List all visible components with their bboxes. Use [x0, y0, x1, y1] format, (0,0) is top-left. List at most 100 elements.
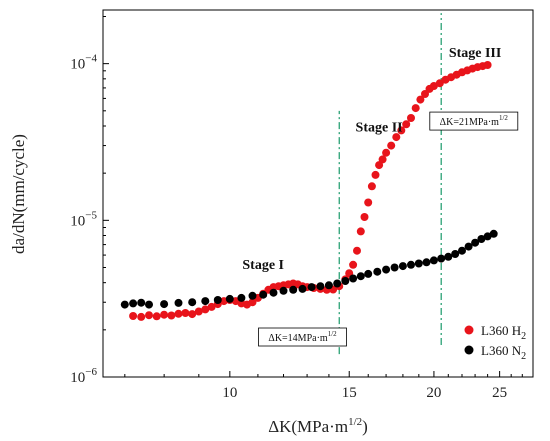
x-tick-label: 25	[492, 385, 507, 401]
data-point-s2-35	[444, 252, 453, 261]
axis-ticks: 10 15 20 25 10−6 10−5 10−4	[70, 15, 523, 401]
data-point-s1-53	[411, 104, 420, 113]
data-point-s1-48	[387, 141, 396, 150]
x-tick-label: 10	[222, 385, 237, 401]
annotation-box	[429, 111, 519, 131]
data-point-s2-5	[160, 300, 169, 309]
data-point-s1-7	[174, 309, 183, 318]
data-point-s1-12	[207, 302, 216, 311]
data-point-s1-1	[129, 312, 138, 320]
data-point-s1-44	[371, 170, 380, 179]
data-point-s2-32	[422, 258, 431, 267]
data-point-s2-18	[307, 283, 316, 292]
data-point-s1-39	[353, 246, 361, 255]
data-point-s1-40	[356, 227, 365, 236]
data-point-s2-2	[129, 299, 138, 308]
data-point-s2-15	[279, 286, 288, 295]
stage-label-2: Stage II	[356, 120, 403, 135]
data-point-s2-30	[407, 260, 415, 269]
data-point-s2-40	[477, 235, 486, 243]
data-point-s2-39	[471, 238, 480, 247]
y-tick-label: 10−4	[70, 53, 97, 73]
data-point-s2-10	[225, 294, 234, 303]
data-point-s2-9	[213, 296, 222, 304]
data-point-s1-43	[367, 182, 376, 191]
data-point-s2-33	[429, 256, 438, 265]
data-point-s1-54	[416, 95, 425, 104]
annotation-text: ΔK=21MPa·m1/2	[440, 114, 509, 128]
data-point-s2-11	[237, 293, 246, 302]
data-point-s1-49	[392, 133, 401, 142]
data-point-s2-19	[316, 282, 325, 291]
data-point-s1-8	[181, 309, 190, 317]
y-tick-label: 10−6	[70, 366, 97, 386]
x-axis-title: ΔK(MPa·m1/2)	[268, 416, 368, 436]
data-point-s1-46	[378, 155, 387, 164]
data-point-s2-22	[341, 277, 350, 285]
data-point-s1-67	[483, 61, 492, 69]
data-point-s2-13	[259, 290, 268, 299]
legend-label-1: L360 H2	[481, 323, 526, 342]
data-point-s2-31	[414, 259, 423, 268]
data-point-s2-12	[248, 291, 257, 300]
data-point-s1-4	[152, 312, 161, 321]
data-point-s1-38	[349, 260, 358, 269]
data-point-s1-5	[160, 310, 169, 319]
y-axis-title: da/dN(mm/cycle)	[9, 134, 28, 254]
data-point-s1-42	[364, 198, 373, 207]
data-point-s1-2	[137, 312, 146, 321]
stage-label-3: Stage III	[449, 46, 502, 61]
data-point-s2-16	[289, 285, 298, 294]
data-point-s1-19	[248, 298, 257, 307]
series-2	[120, 229, 498, 309]
data-point-s2-34	[437, 254, 446, 263]
data-point-s2-7	[188, 298, 197, 307]
data-point-s2-4	[145, 300, 153, 309]
data-point-s1-11	[201, 305, 210, 314]
annotations: Stage I Stage II Stage III ΔK=14MPa·m1/2 ΔK=…	[242, 46, 519, 347]
data-point-s2-38	[464, 242, 473, 251]
data-point-s1-3	[145, 311, 153, 320]
annotation-box	[258, 327, 347, 347]
data-point-s2-20	[324, 281, 333, 290]
data-point-s2-26	[373, 267, 382, 276]
data-point-s1-6	[167, 311, 176, 320]
data-point-s2-23	[349, 274, 358, 283]
data-point-s2-42	[489, 229, 498, 238]
data-point-s1-52	[407, 114, 415, 122]
data-point-s2-17	[298, 284, 307, 293]
data-point-s2-1	[120, 300, 129, 309]
x-tick-label: 20	[426, 385, 441, 401]
legend-marker-2	[464, 345, 474, 355]
legend-marker-1	[464, 325, 474, 335]
plot-frame	[102, 9, 534, 378]
data-point-s2-37	[458, 246, 466, 255]
stage-label-1: Stage I	[242, 258, 284, 273]
reference-lines	[338, 13, 442, 355]
data-point-s2-25	[364, 269, 373, 278]
data-point-s2-24	[356, 272, 365, 281]
data-point-s2-14	[269, 288, 278, 297]
data-point-s2-41	[483, 232, 492, 241]
data-point-s2-3	[137, 298, 146, 307]
data-point-s1-50	[397, 126, 406, 135]
data-point-s2-28	[390, 263, 399, 272]
data-point-s2-36	[451, 250, 460, 258]
y-tick-label: 10−5	[70, 209, 97, 229]
data-point-s2-21	[333, 279, 342, 288]
data-point-s2-6	[174, 298, 183, 307]
annotation-text: ΔK=14MPa·m1/2	[268, 330, 337, 344]
series-1	[129, 61, 492, 321]
data-point-s1-47	[382, 148, 391, 157]
data-point-s1-9	[188, 310, 197, 319]
data-point-s2-27	[382, 265, 391, 274]
data-point-s2-29	[398, 262, 407, 271]
x-tick-label: 15	[342, 385, 357, 401]
data-points	[120, 61, 498, 321]
data-point-s1-10	[194, 307, 203, 316]
legend-label-2: L360 N2	[481, 343, 526, 362]
data-point-s1-51	[402, 120, 411, 129]
data-point-s1-41	[360, 213, 369, 221]
